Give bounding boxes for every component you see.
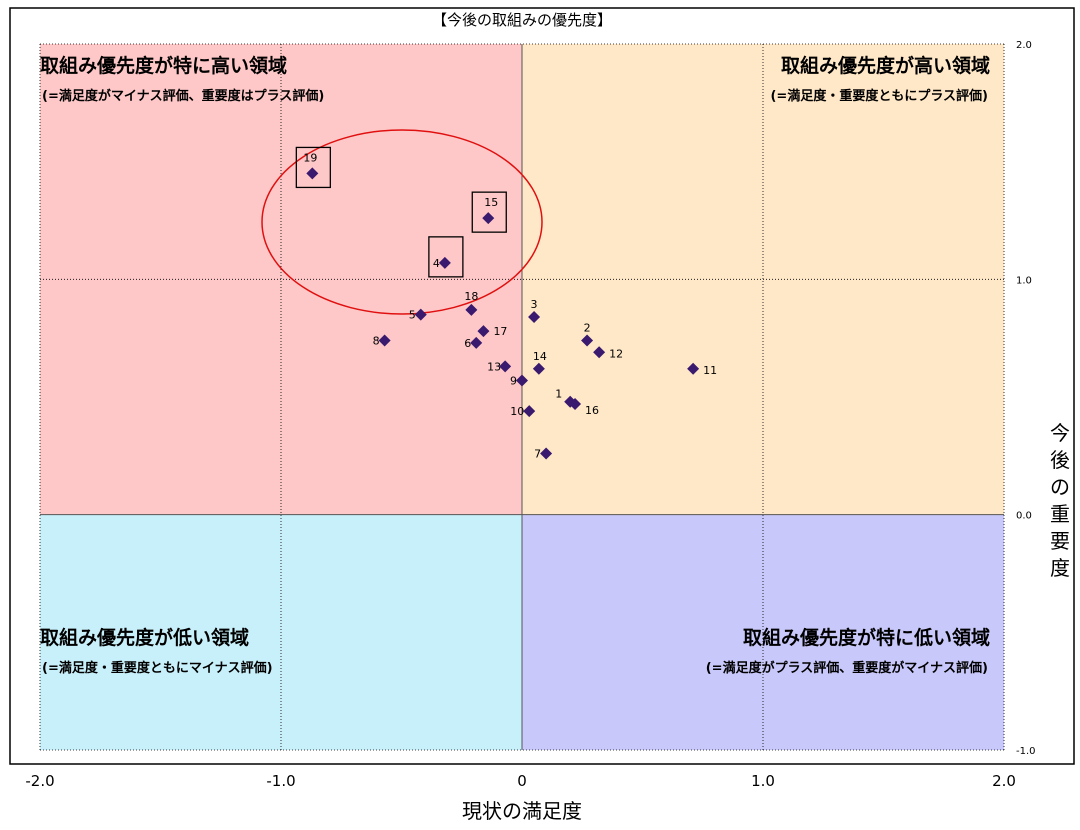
point-4 [438, 256, 451, 269]
point-19 [306, 167, 319, 180]
point-15 [482, 212, 495, 225]
quadrant-top-left-title: 取組み優先度が特に高い領域 [40, 54, 287, 77]
point-6 [470, 336, 483, 349]
point-5 [414, 308, 427, 321]
point-label-15: 15 [484, 196, 498, 209]
point-3 [528, 310, 541, 323]
point-label-18: 18 [464, 290, 478, 303]
point-11 [687, 362, 700, 375]
point-label-13: 13 [487, 360, 501, 373]
highlight-box-19 [295, 146, 331, 189]
point-label-17: 17 [493, 325, 507, 338]
point-label-12: 12 [609, 347, 623, 360]
y-tick-label: 0.0 [1016, 511, 1032, 522]
point-label-5: 5 [409, 309, 416, 322]
plot-frame [9, 7, 1075, 765]
point-10 [523, 405, 536, 418]
point-label-1: 1 [555, 388, 562, 401]
y-tick-label: 2.0 [1016, 40, 1032, 51]
gridlines [39, 43, 1005, 751]
point-12 [593, 346, 606, 359]
point-label-11: 11 [703, 364, 717, 377]
point-label-8: 8 [373, 335, 380, 348]
point-label-3: 3 [531, 298, 538, 311]
quadrant-top-right-subtitle: (=満足度・重要度ともにプラス評価) [770, 88, 988, 104]
x-tick-label: 1.0 [751, 772, 775, 790]
x-axis-label: 現状の満足度 [462, 799, 582, 823]
x-tick-label: -1.0 [266, 772, 295, 790]
point-13 [499, 360, 512, 373]
highlight-box-15 [471, 191, 507, 233]
x-tick-label: 0 [517, 772, 527, 790]
point-label-4: 4 [433, 257, 440, 270]
point-16 [569, 398, 582, 411]
x-tick-label: 2.0 [992, 772, 1016, 790]
quadrant-bottom-right-subtitle: (=満足度がプラス評価、重要度がマイナス評価) [706, 660, 988, 676]
point-label-14: 14 [533, 350, 547, 363]
quadrant-bottom-left-title: 取組み優先度が低い領域 [40, 626, 249, 649]
highlight-box-4 [428, 236, 464, 278]
quadrant-bottom-left-subtitle: (=満足度・重要度ともにマイナス評価) [42, 660, 273, 676]
y-axis-label: 今後の重要度 [1050, 421, 1070, 580]
point-label-16: 16 [585, 404, 599, 417]
point-14 [532, 362, 545, 375]
point-label-6: 6 [464, 337, 471, 350]
y-tick-label: 1.0 [1016, 275, 1032, 286]
quadrant-top-right-title: 取組み優先度が高い領域 [781, 54, 990, 77]
point-label-10: 10 [510, 405, 524, 418]
point-2 [581, 334, 594, 347]
chart-title: 【今後の取組みの優先度】 [432, 11, 612, 29]
point-label-2: 2 [584, 322, 591, 335]
quadrant-top-left-subtitle: (=満足度がマイナス評価、重要度はプラス評価) [42, 88, 324, 104]
axis-ticks: -2.0 -1.0 0 1.0 2.0 2.0 1.0 0.0 -1.0 [25, 40, 1035, 790]
point-8 [378, 334, 391, 347]
point-9 [516, 374, 528, 387]
point-label-9: 9 [510, 375, 517, 388]
point-7 [540, 447, 553, 460]
point-17 [477, 325, 490, 338]
y-tick-label: -1.0 [1016, 746, 1036, 757]
quadrant-bottom-right-title: 取組み優先度が特に低い領域 [743, 626, 990, 649]
x-tick-label: -2.0 [25, 772, 54, 790]
point-label-7: 7 [534, 447, 541, 460]
highlight-ellipse [261, 129, 543, 315]
point-18 [465, 303, 478, 316]
point-label-19: 19 [303, 151, 317, 164]
